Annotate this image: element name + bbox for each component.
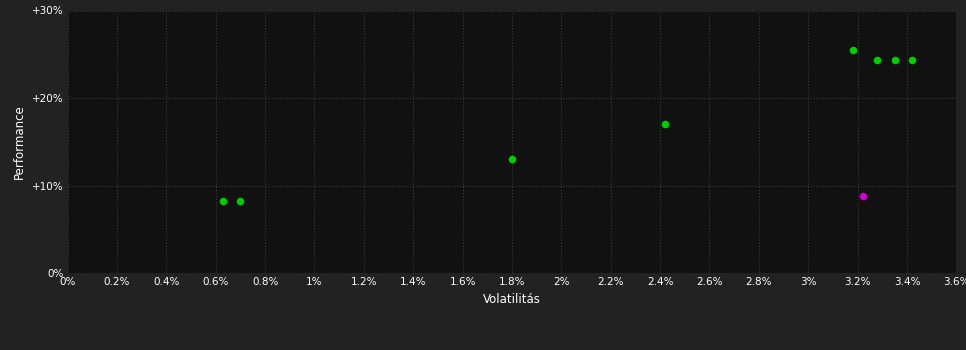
Point (215, 198, 231, 204)
Point (845, 47, 861, 52)
Point (904, 57, 920, 63)
Point (504, 156, 520, 162)
Y-axis label: Performance: Performance (14, 104, 26, 179)
Point (233, 198, 248, 204)
Point (657, 121, 672, 127)
X-axis label: Volatilitás: Volatilitás (483, 293, 541, 306)
Point (855, 193, 870, 199)
Point (869, 57, 885, 63)
Point (887, 57, 902, 63)
